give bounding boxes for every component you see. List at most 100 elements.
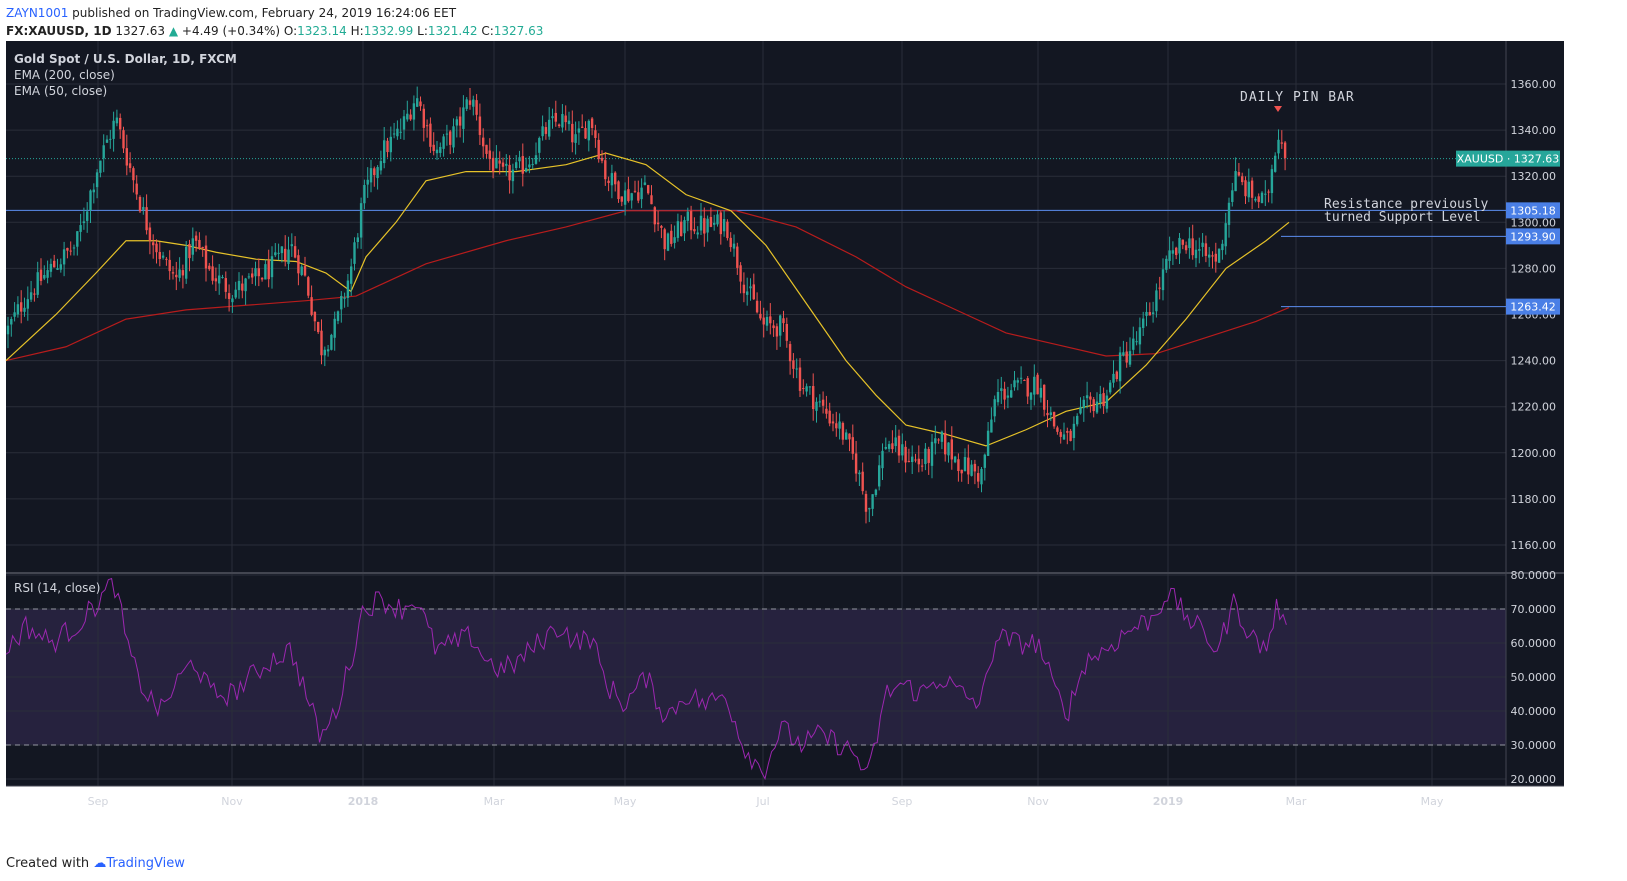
candle-body <box>1280 142 1283 144</box>
candle-body <box>1161 269 1165 291</box>
candle-body <box>944 432 947 455</box>
low-value: 1321.42 <box>427 24 478 38</box>
candle-body <box>815 401 818 411</box>
candle-body <box>128 163 132 168</box>
candle-body <box>274 252 277 256</box>
candle-body <box>247 276 251 278</box>
candle-body <box>713 222 716 225</box>
candle-body <box>518 157 521 162</box>
candle-body <box>696 232 699 235</box>
candle-body <box>825 408 828 414</box>
candle-body <box>587 120 590 141</box>
candle-body <box>821 399 825 406</box>
candle-body <box>284 248 287 261</box>
candle-body <box>1171 250 1175 254</box>
candle-body <box>429 123 432 147</box>
candle-body <box>765 316 769 326</box>
last-price-label: XAUUSD · 1327.63 <box>1457 153 1560 166</box>
rsi-title: RSI (14, close) <box>14 581 100 595</box>
candle-body <box>541 126 544 137</box>
candle-body <box>614 172 617 185</box>
candle-body <box>495 157 498 169</box>
time-tick-label: Mar <box>484 795 505 808</box>
candle-body <box>1274 155 1277 172</box>
candle-body <box>201 247 204 249</box>
rsi-tick-label: 50.0000 <box>1511 671 1557 684</box>
candle-body <box>396 128 399 137</box>
candle-body <box>472 99 475 107</box>
candle-body <box>805 386 808 392</box>
candle-body <box>1049 412 1052 416</box>
candle-body <box>699 215 703 231</box>
candle-body <box>290 244 293 247</box>
candle-body <box>1194 249 1198 259</box>
candle-body <box>703 218 706 234</box>
candle-body <box>241 283 244 291</box>
candle-body <box>313 311 317 322</box>
candle-body <box>983 454 986 468</box>
candle-body <box>1181 239 1184 245</box>
candle-body <box>270 256 274 278</box>
candle-body <box>340 295 343 310</box>
candle-body <box>693 229 696 232</box>
rsi-tick-label: 70.0000 <box>1511 603 1557 616</box>
candle-body <box>132 168 135 181</box>
time-tick-label: Sep <box>892 795 913 808</box>
candle-body <box>772 325 775 329</box>
candle-body <box>617 181 620 200</box>
candle-body <box>455 119 458 126</box>
candle-body <box>188 244 191 259</box>
high-value: 1332.99 <box>363 24 414 38</box>
candle-body <box>1151 312 1155 315</box>
candle-body <box>488 150 491 160</box>
candle-body <box>996 391 1000 403</box>
author-link[interactable]: ZAYN1001 <box>6 6 69 20</box>
candle-body <box>623 190 627 205</box>
candle-body <box>1208 254 1211 258</box>
candle-body <box>858 472 861 475</box>
candle-body <box>1201 242 1204 247</box>
high-label: H: <box>350 24 364 38</box>
candle-body <box>673 237 676 243</box>
candle-body <box>66 247 69 251</box>
candle-body <box>917 458 920 465</box>
candle-body <box>105 139 109 143</box>
candle-body <box>442 136 445 149</box>
candle-body <box>788 344 792 362</box>
candle-body <box>990 419 993 433</box>
candle-body <box>6 325 10 335</box>
candle-body <box>864 493 868 512</box>
candle-body <box>257 268 260 277</box>
pin-bar-annotation: DAILY PIN BAR <box>1240 90 1355 105</box>
candle-body <box>1043 384 1046 410</box>
candle-body <box>115 117 119 124</box>
candle-body <box>1191 238 1194 256</box>
candle-body <box>221 276 224 278</box>
candle-body <box>947 442 950 456</box>
tradingview-link[interactable]: TradingView <box>106 856 185 871</box>
candle-body <box>683 220 686 234</box>
price-tick-label: 1340.00 <box>1511 124 1557 137</box>
candle-body <box>399 131 402 133</box>
candle-body <box>462 107 465 129</box>
candle-body <box>383 140 386 164</box>
candle-body <box>881 450 884 469</box>
candle-body <box>323 349 326 356</box>
candle-body <box>307 277 310 296</box>
candle-body <box>1264 193 1267 195</box>
candle-body <box>211 266 214 281</box>
candle-body <box>412 103 416 120</box>
candle-body <box>808 386 812 388</box>
rsi-line <box>5 577 1287 781</box>
candle-body <box>1250 180 1254 198</box>
candle-body <box>729 237 732 248</box>
candle-body <box>508 164 511 181</box>
main-grid <box>6 41 1506 572</box>
candle-body <box>175 274 178 278</box>
candle-body <box>1082 399 1085 409</box>
candle-body <box>515 162 518 169</box>
candle-body <box>1227 202 1231 225</box>
candle-body <box>303 266 307 276</box>
candle-body <box>1260 192 1264 204</box>
